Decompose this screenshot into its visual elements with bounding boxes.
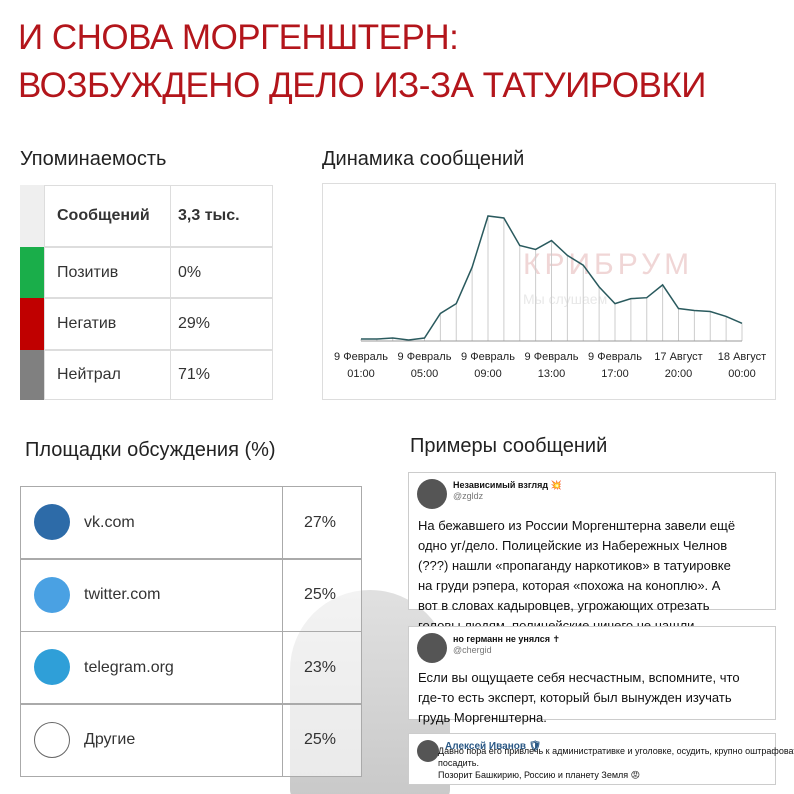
watermark: Мы слушаем bbox=[523, 291, 607, 307]
avatar bbox=[417, 479, 447, 509]
message-line: Позорит Башкирию, Россию и планету Земля… bbox=[438, 770, 641, 780]
cell: 25% bbox=[282, 558, 362, 632]
message-line: (???) нашли «пропаганду наркотиков» в та… bbox=[418, 558, 731, 573]
cell: Позитив bbox=[44, 247, 171, 298]
color-strip bbox=[20, 185, 45, 247]
chart: КРИБРУМ Мы слушаем 9 Февраль 01:00 9 Февра… bbox=[334, 215, 766, 380]
cell: 0% bbox=[170, 247, 273, 298]
cell: Сообщений bbox=[44, 185, 171, 247]
line bbox=[361, 215, 743, 341]
icon bbox=[34, 649, 70, 685]
x-tick-label: 9 Февраль bbox=[461, 351, 515, 363]
x-tick-label: 18 Август bbox=[718, 351, 766, 363]
message-line: где-то есть эксперт, который был вынужде… bbox=[418, 690, 732, 705]
icon bbox=[34, 721, 70, 758]
icon bbox=[34, 576, 70, 613]
message-card bbox=[408, 626, 776, 720]
cell: Другие bbox=[20, 703, 283, 777]
message-line: вот в словах кадыровцев, угрожающих отре… bbox=[418, 598, 710, 613]
x-tick-label: 13:00 bbox=[538, 368, 566, 380]
x-tick-label: 05:00 bbox=[411, 368, 439, 380]
heading: Площадки обсуждения (%) bbox=[25, 439, 276, 461]
message-line: на груди рэпера, которая «похожа на коно… bbox=[418, 578, 721, 593]
cell: Негатив bbox=[44, 298, 171, 350]
cell: 25% bbox=[282, 703, 362, 777]
x-tick-label: 9 Февраль bbox=[525, 351, 579, 363]
x-tick-label: 00:00 bbox=[728, 368, 756, 380]
message-card bbox=[408, 733, 776, 785]
message-line: грудь Моргенштерна. bbox=[418, 710, 547, 725]
chart-box: КРИБРУМ Мы слушаем 9 Февраль 01:00 9 Февра… bbox=[322, 183, 776, 400]
x-tick-label: 01:00 bbox=[347, 368, 375, 380]
author: Независимый взгляд 💥 bbox=[453, 480, 562, 490]
heading: Динамика сообщений bbox=[322, 148, 525, 170]
x-tick-label: 9 Февраль bbox=[334, 351, 388, 363]
avatar bbox=[417, 740, 439, 762]
author: но германн не унялся ✝ bbox=[453, 634, 561, 644]
cell: 23% bbox=[282, 631, 362, 704]
watermark: КРИБРУМ bbox=[523, 248, 693, 281]
heading: Упоминаемость bbox=[20, 148, 167, 170]
color-strip bbox=[20, 247, 45, 298]
cell: 3,3 тыс. bbox=[170, 185, 273, 247]
handle: @chergid bbox=[453, 645, 492, 655]
x-tick-label: 9 Февраль bbox=[398, 351, 452, 363]
message-line: посадить. bbox=[438, 758, 479, 768]
cell: 27% bbox=[282, 486, 362, 559]
handle: @zgldz bbox=[453, 491, 484, 501]
message-line: На бежавшего из России Моргенштерна заве… bbox=[418, 518, 736, 533]
message-card bbox=[408, 472, 776, 610]
title-line: И СНОВА МОРГЕНШТЕРН: bbox=[18, 18, 459, 57]
author: Алексей Иванов 🛡 bbox=[445, 741, 542, 752]
cell: telegram.org bbox=[20, 631, 283, 704]
x-tick-label: 17 Август bbox=[654, 351, 702, 363]
cell: 71% bbox=[170, 350, 273, 400]
x-tick-label: 17:00 bbox=[601, 368, 629, 380]
title-line: ВОЗБУЖДЕНО ДЕЛО ИЗ-ЗА ТАТУИРОВКИ bbox=[18, 66, 706, 105]
x-tick-label: 09:00 bbox=[474, 368, 502, 380]
heading: Примеры сообщений bbox=[410, 435, 608, 457]
icon bbox=[34, 504, 70, 540]
avatar bbox=[417, 633, 447, 663]
message-line: одно уг/дело. Полицейские из Набережных … bbox=[418, 538, 728, 553]
message-line: Давно пора его привлечь к административк… bbox=[438, 746, 794, 756]
message-line: Если вы ощущаете себя несчастным, вспомн… bbox=[418, 670, 740, 685]
cell: Нейтрал bbox=[44, 350, 171, 400]
color-strip bbox=[20, 298, 45, 350]
x-tick-label: 9 Февраль bbox=[588, 351, 642, 363]
x-tick-label: 20:00 bbox=[665, 368, 693, 380]
cell: 29% bbox=[170, 298, 273, 350]
color-strip bbox=[20, 350, 45, 400]
